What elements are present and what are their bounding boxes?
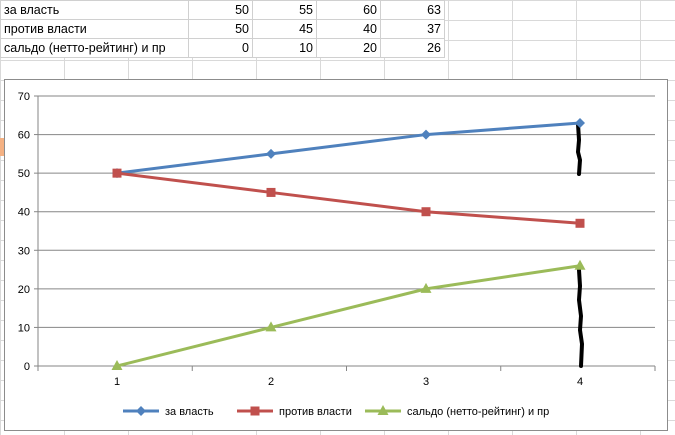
cell[interactable]: 40 (316, 19, 381, 39)
gridlines (38, 95, 655, 328)
row-label-against[interactable]: против власти (0, 19, 189, 39)
data-point (266, 187, 276, 197)
y-tick-label: 50 (18, 168, 30, 180)
series (111, 118, 586, 370)
cell[interactable]: 26 (380, 38, 445, 58)
data-point (574, 259, 586, 270)
cell[interactable]: 60 (316, 0, 381, 20)
x-tick-label: 4 (577, 376, 583, 388)
y-tick-label: 60 (18, 130, 30, 142)
data-point (420, 282, 432, 293)
table-row: сальдо (нетто-рейтинг) и пр 0 10 20 26 (0, 38, 445, 58)
y-tick-label: 10 (18, 322, 30, 334)
data-table: за власть 50 55 60 63 против власти 50 4… (0, 0, 445, 58)
cell[interactable]: 20 (316, 38, 381, 58)
chart-area[interactable]: 0 10 20 30 40 50 60 70 1 2 3 4 за власть против влас… (4, 79, 668, 431)
series-line (116, 121, 581, 175)
legend: за власть против власти сальдо (нетто-рейт… (123, 405, 549, 418)
data-point (377, 405, 389, 415)
cell[interactable]: 37 (380, 19, 445, 39)
handdrawn-marks (575, 122, 585, 368)
data-point (575, 118, 585, 128)
cell[interactable]: 45 (252, 19, 317, 39)
data-point (111, 360, 123, 370)
x-tick-label: 3 (423, 376, 429, 388)
table-row: против власти 50 45 40 37 (0, 19, 445, 39)
cell[interactable]: 10 (252, 38, 317, 58)
y-tick-label: 20 (18, 284, 30, 296)
data-point (266, 148, 276, 159)
series-line (116, 171, 581, 225)
handdrawn-stroke (576, 268, 585, 368)
cell[interactable]: 55 (252, 0, 317, 20)
data-point (421, 207, 431, 217)
x-tick-label: 1 (114, 376, 120, 388)
axes: 0 10 20 30 40 50 60 70 1 2 3 4 (18, 91, 656, 388)
y-tick-label: 40 (18, 207, 30, 219)
y-tick-label: 30 (18, 245, 30, 257)
x-tick-label: 2 (268, 376, 274, 388)
data-point (265, 321, 277, 332)
data-point (112, 168, 122, 178)
row-label-balance[interactable]: сальдо (нетто-рейтинг) и пр (0, 38, 189, 58)
cell[interactable]: 0 (188, 38, 253, 58)
data-point (250, 406, 260, 416)
y-tick-label: 0 (24, 361, 30, 373)
cell[interactable]: 50 (188, 0, 253, 20)
y-tick-label: 70 (18, 91, 30, 103)
cell[interactable]: 63 (380, 0, 445, 20)
row-label-for[interactable]: за власть (0, 0, 189, 20)
cell[interactable]: 50 (188, 19, 253, 39)
legend-label: за власть (165, 406, 214, 418)
data-point (421, 129, 431, 140)
selection-marker (0, 138, 4, 156)
table-row: за власть 50 55 60 63 (0, 0, 445, 20)
data-point (136, 406, 146, 416)
data-point (575, 218, 585, 228)
series-line (116, 264, 581, 368)
line-chart[interactable]: 0 10 20 30 40 50 60 70 1 2 3 4 за власть против влас… (5, 80, 667, 430)
legend-label: сальдо (нетто-рейтинг) и пр (407, 406, 549, 418)
legend-label: против власти (279, 406, 352, 418)
handdrawn-stroke (575, 122, 583, 176)
